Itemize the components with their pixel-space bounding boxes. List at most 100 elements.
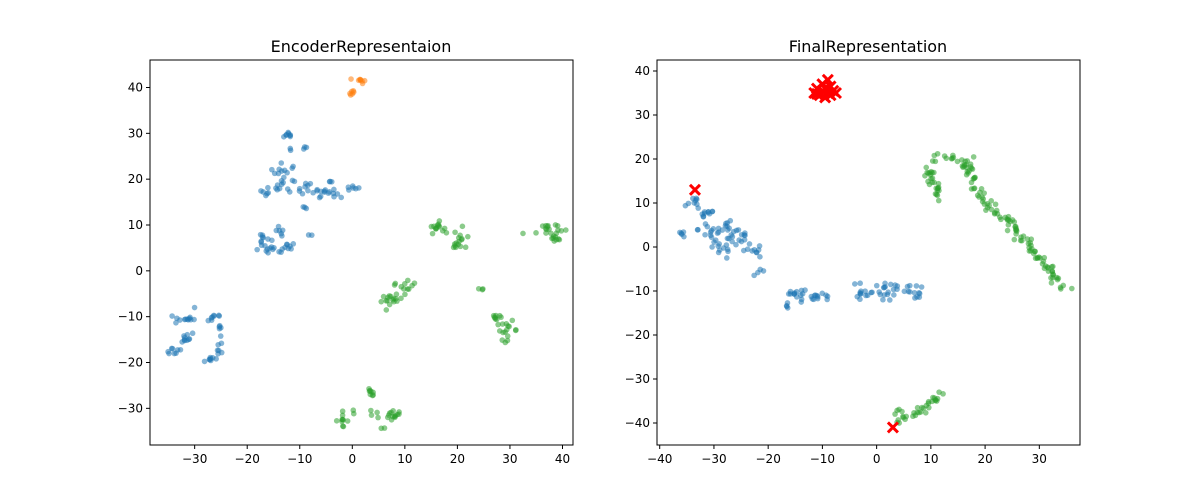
scatter-point xyxy=(1041,265,1048,272)
scatter-point xyxy=(209,314,215,320)
scatter-point xyxy=(302,183,308,190)
scatter-point xyxy=(882,280,888,287)
scatter-point xyxy=(876,289,882,295)
scatter-point xyxy=(314,187,320,194)
scatter-point xyxy=(368,407,374,414)
scatter-point xyxy=(726,225,732,231)
scatter-point xyxy=(348,76,354,82)
scatter-point xyxy=(932,158,939,165)
scatter-point xyxy=(380,293,387,300)
scatter-point xyxy=(429,230,436,237)
scatter-point xyxy=(269,166,275,173)
scatter-point xyxy=(707,229,714,236)
scatter-point xyxy=(1049,264,1055,270)
scatter-point xyxy=(340,423,347,430)
left-point-layer xyxy=(165,76,569,432)
scatter-point xyxy=(327,178,333,185)
scatter-point xyxy=(887,281,894,288)
scatter-point xyxy=(711,239,717,245)
scatter-point xyxy=(730,228,737,235)
scatter-point xyxy=(881,292,888,298)
scatter-point xyxy=(809,296,816,302)
scatter-point xyxy=(891,292,897,298)
scatter-point xyxy=(971,175,977,182)
scatter-point xyxy=(682,202,689,209)
scatter-point xyxy=(935,197,942,204)
scatter-point xyxy=(213,356,219,362)
left-chart-title: EncoderRepresentaion xyxy=(271,37,452,56)
scatter-point xyxy=(171,350,178,357)
scatter-point xyxy=(966,168,972,174)
y-tick-label: 20 xyxy=(635,152,650,166)
scatter-point xyxy=(499,337,506,343)
scatter-point xyxy=(695,205,702,211)
scatter-point xyxy=(317,193,324,200)
scatter-point xyxy=(217,333,224,339)
scatter-point xyxy=(1004,227,1011,234)
scatter-point xyxy=(383,298,389,304)
y-tick-label: −10 xyxy=(625,284,650,298)
scatter-point xyxy=(1013,231,1019,237)
x-tick-label: 30 xyxy=(502,452,517,466)
scatter-point xyxy=(366,388,373,395)
scatter-point xyxy=(533,230,539,236)
scatter-point xyxy=(283,132,289,138)
scatter-point xyxy=(374,409,380,416)
scatter-point xyxy=(1069,285,1075,292)
x-tick-label: 20 xyxy=(450,452,465,466)
scatter-point xyxy=(714,230,721,236)
x-marker-point xyxy=(886,421,899,434)
scatter-point xyxy=(1034,255,1041,262)
left-axes-layer: −30 −20 −10 0 10 20 30 40 −30 −20 −10 0 10 20 30 40 xyxy=(118,59,574,466)
scatter-point xyxy=(1017,237,1024,244)
scatter-point xyxy=(462,244,469,251)
scatter-point xyxy=(755,269,761,276)
scatter-point xyxy=(968,179,975,186)
scatter-point xyxy=(279,227,286,234)
scatter-point xyxy=(291,178,298,185)
x-tick-label: −40 xyxy=(647,452,672,466)
scatter-point xyxy=(550,235,556,241)
scatter-point xyxy=(286,189,293,195)
scatter-point xyxy=(954,158,961,165)
scatter-point xyxy=(798,287,805,294)
scatter-point xyxy=(405,286,412,292)
x-tick-label: −10 xyxy=(810,452,835,466)
scatter-point xyxy=(895,417,902,423)
scatter-point xyxy=(787,288,794,295)
scatter-point xyxy=(300,204,307,210)
scatter-point xyxy=(394,411,401,418)
scatter-point xyxy=(905,288,912,295)
scatter-point xyxy=(940,391,946,397)
x-marker-point xyxy=(688,183,702,196)
scatter-point xyxy=(453,244,459,251)
scatter-point xyxy=(798,299,805,305)
scatter-point xyxy=(914,404,921,411)
scatter-point xyxy=(393,291,400,298)
scatter-point xyxy=(287,243,293,249)
scatter-point xyxy=(289,165,295,171)
scatter-point xyxy=(901,288,908,295)
scatter-point xyxy=(824,296,830,303)
scatter-point xyxy=(305,187,311,194)
scatter-point xyxy=(983,207,989,213)
scatter-point xyxy=(459,223,466,230)
scatter-point xyxy=(563,227,569,233)
scatter-point xyxy=(932,191,939,197)
scatter-point xyxy=(1031,248,1038,255)
scatter-point xyxy=(433,225,440,231)
scatter-point xyxy=(287,147,294,154)
scatter-point xyxy=(716,241,723,247)
scatter-point xyxy=(265,236,271,242)
scatter-point xyxy=(920,405,927,412)
scatter-point xyxy=(428,223,435,230)
scatter-point xyxy=(345,184,352,191)
scatter-point xyxy=(299,190,306,197)
y-tick-label: 0 xyxy=(642,240,650,254)
scatter-point xyxy=(265,249,271,256)
scatter-point xyxy=(729,238,735,245)
scatter-point xyxy=(914,294,920,300)
scatter-point xyxy=(187,314,193,321)
scatter-point xyxy=(166,350,172,357)
scatter-point xyxy=(1013,227,1020,233)
